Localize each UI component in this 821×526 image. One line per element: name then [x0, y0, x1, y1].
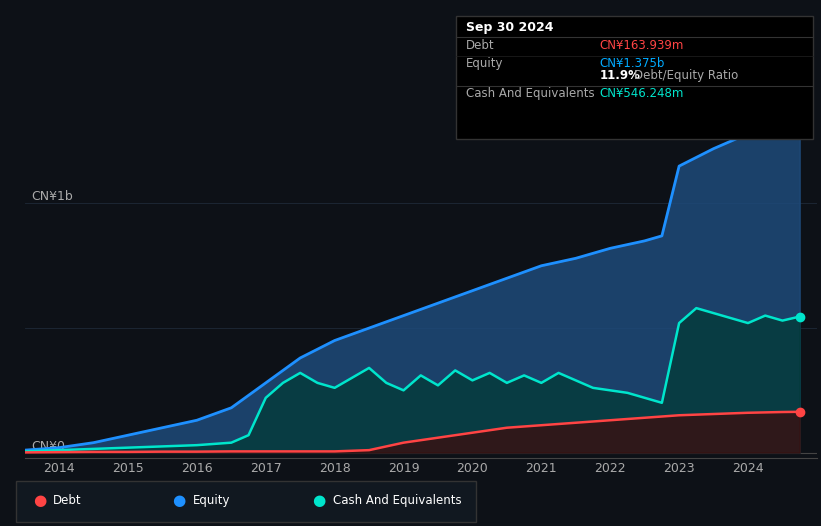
- Text: 11.9%: 11.9%: [599, 69, 640, 82]
- Text: CN¥546.248m: CN¥546.248m: [599, 87, 684, 100]
- Text: ●: ●: [312, 493, 325, 508]
- Text: ●: ●: [172, 493, 186, 508]
- Text: ●: ●: [33, 493, 46, 508]
- Text: CN¥1b: CN¥1b: [31, 190, 73, 204]
- Text: Equity: Equity: [193, 494, 231, 507]
- Text: CN¥0: CN¥0: [31, 440, 66, 453]
- Text: Cash And Equivalents: Cash And Equivalents: [466, 87, 594, 100]
- Text: Debt: Debt: [466, 39, 494, 52]
- Text: CN¥163.939m: CN¥163.939m: [599, 39, 684, 52]
- Text: Cash And Equivalents: Cash And Equivalents: [333, 494, 461, 507]
- Text: CN¥1.375b: CN¥1.375b: [599, 57, 665, 70]
- Text: Debt/Equity Ratio: Debt/Equity Ratio: [634, 69, 738, 82]
- Text: Debt: Debt: [53, 494, 82, 507]
- Text: Equity: Equity: [466, 57, 503, 70]
- Text: Sep 30 2024: Sep 30 2024: [466, 21, 553, 34]
